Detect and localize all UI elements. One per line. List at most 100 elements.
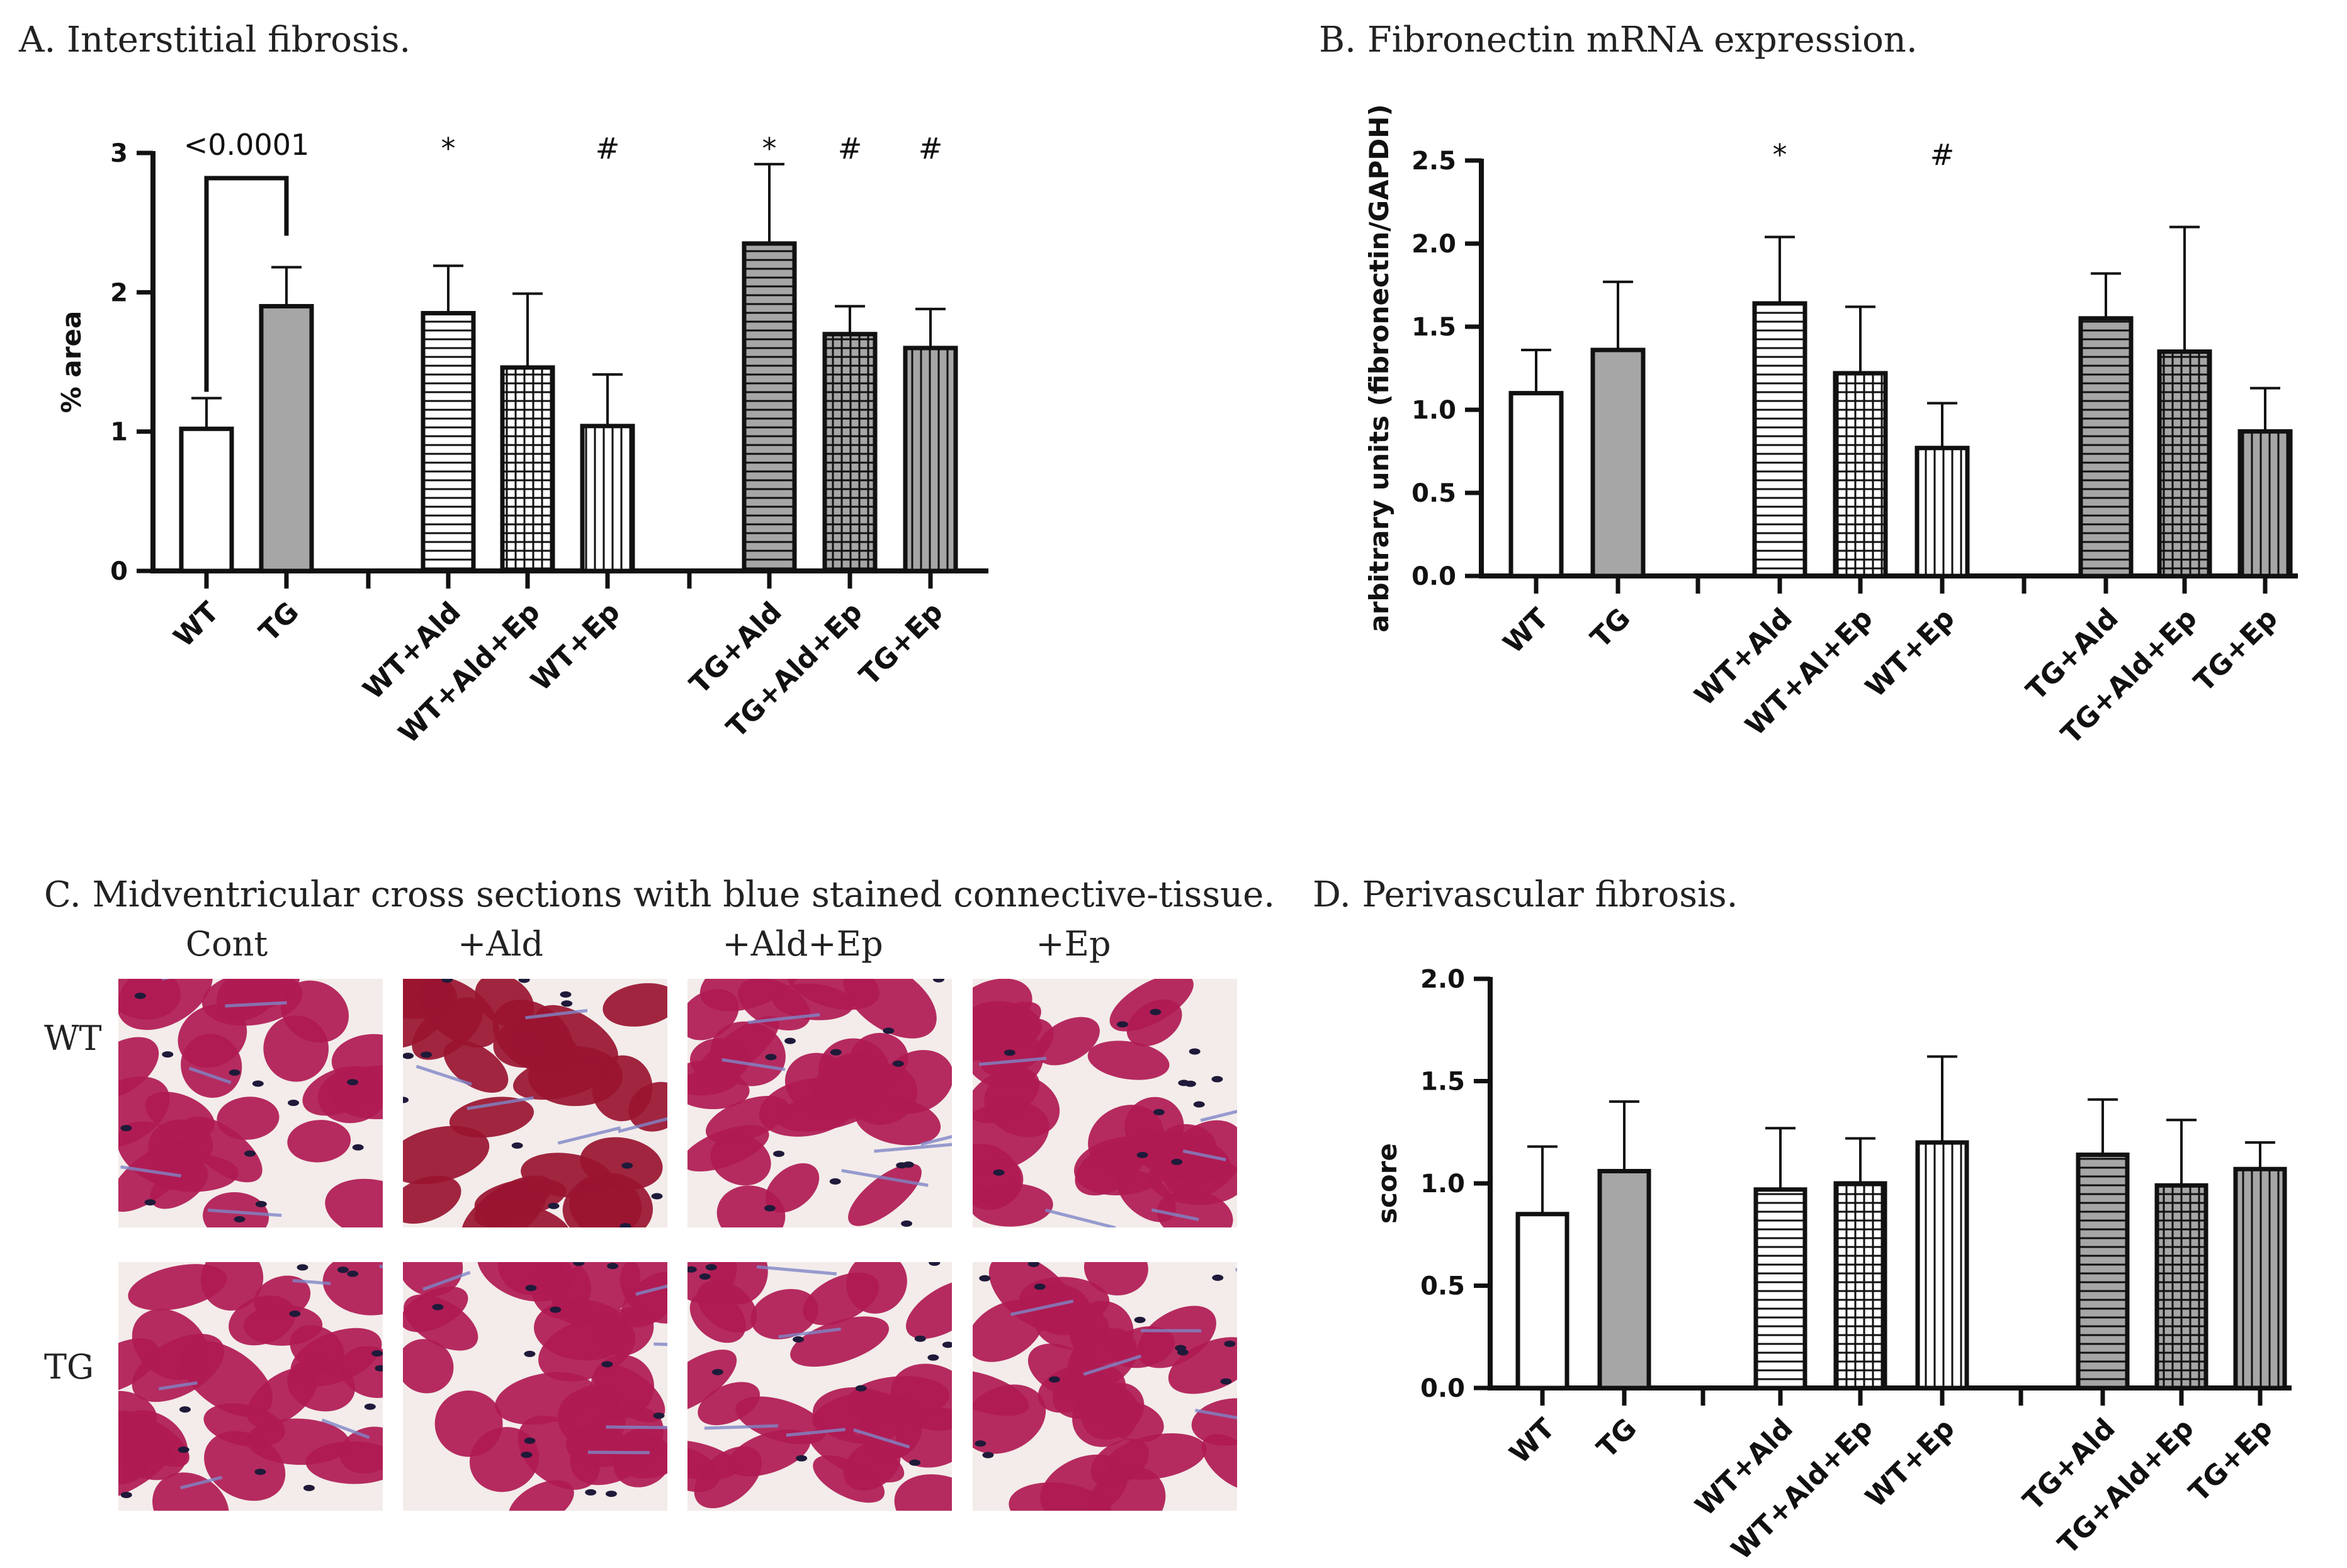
muscle-fiber	[611, 1425, 667, 1479]
y-tick-label: 0.0	[1411, 562, 1456, 591]
significance-marker: #	[919, 132, 943, 166]
category-label: TG	[1591, 1413, 1643, 1465]
muscle-fiber	[803, 1272, 879, 1326]
muscle-fiber	[580, 1137, 663, 1190]
nucleus	[932, 979, 944, 983]
muscle-fiber	[1087, 1041, 1170, 1080]
nucleus	[1193, 1101, 1205, 1108]
muscle-fiber	[325, 1178, 383, 1227]
chart-fibronectin-mrna: 0.0 0.5 1.0 1.5 2.0 2.5 arbitrary units (fibro…	[1364, 104, 2298, 750]
nucleus	[144, 1199, 156, 1206]
muscle-fiber	[443, 1040, 509, 1093]
panel-c-title: C. Midventricular cross sections with bl…	[44, 874, 1275, 915]
connective-tissue	[618, 1117, 667, 1134]
panel-b-title: B. Fibronectin mRNA expression.	[1319, 20, 1918, 60]
muscle-fiber	[973, 1011, 1026, 1060]
nucleus	[927, 1354, 939, 1361]
bar	[500, 365, 555, 573]
connective-tissue	[207, 1208, 282, 1217]
nucleus	[929, 1262, 941, 1266]
nucleus	[1136, 1151, 1148, 1158]
muscle-fiber	[403, 1175, 461, 1224]
y-tick-label: 1.5	[1411, 313, 1456, 342]
muscle-fiber	[182, 1116, 263, 1183]
nucleus	[796, 1455, 808, 1462]
muscle-fiber	[281, 980, 349, 1043]
micro-col-cont: Cont	[186, 924, 268, 964]
significance-bracket	[204, 176, 289, 392]
nucleus	[1150, 1008, 1162, 1015]
nucleus	[1116, 1021, 1128, 1028]
bar	[742, 241, 797, 573]
nucleus	[234, 1215, 246, 1222]
y-axis-label: arbitrary units (fibronectin/GAPDH)	[1364, 104, 1394, 632]
muscle-fiber	[517, 1415, 600, 1490]
muscle-fiber	[848, 1163, 922, 1226]
nucleus	[371, 1350, 383, 1357]
connective-tissue	[416, 1064, 472, 1086]
nucleus	[764, 1205, 776, 1212]
nucleus	[902, 1161, 914, 1168]
connective-tissue	[525, 1008, 588, 1020]
muscle-fiber	[203, 1192, 269, 1227]
connective-tissue	[704, 1424, 779, 1430]
nucleus	[289, 1311, 301, 1317]
nucleus	[793, 1336, 805, 1343]
nucleus	[518, 979, 530, 983]
nucleus	[403, 1097, 409, 1103]
bar	[179, 426, 234, 573]
connective-tissue	[292, 1278, 331, 1285]
nucleus	[621, 1162, 633, 1169]
nucleus	[120, 1125, 132, 1132]
nucleus	[347, 1270, 359, 1277]
muscle-fiber	[1109, 979, 1194, 1032]
y-axis-label: score	[1372, 1143, 1403, 1224]
significance-marker: *	[1773, 138, 1787, 172]
connective-tissue	[180, 1475, 223, 1490]
muscle-fiber	[906, 1279, 952, 1339]
y-tick-label: 1	[110, 418, 128, 447]
nucleus	[1189, 1048, 1201, 1055]
muscle-fiber	[1202, 1434, 1237, 1491]
bar	[2157, 349, 2212, 578]
muscle-fiber	[790, 1316, 890, 1367]
nucleus	[347, 1079, 359, 1086]
muscle-fiber	[508, 1480, 574, 1511]
muscle-fiber	[217, 1097, 280, 1140]
nucleus	[1171, 1158, 1183, 1165]
bar	[1833, 371, 1888, 578]
y-tick-label: 1.0	[1420, 1170, 1465, 1199]
muscle-fiber	[1083, 1262, 1148, 1295]
muscle-fiber	[1147, 1154, 1237, 1205]
nucleus	[244, 1150, 256, 1157]
connective-tissue	[1200, 1110, 1237, 1122]
nucleus	[651, 1193, 663, 1200]
y-tick-label: 1.5	[1420, 1068, 1465, 1097]
nucleus	[288, 1100, 300, 1107]
bar	[822, 332, 878, 573]
muscle-fiber	[894, 1474, 952, 1511]
nucleus	[252, 1080, 264, 1087]
micrograph-tg-1	[118, 1262, 383, 1511]
connective-tissue	[557, 1126, 621, 1145]
nucleus	[229, 1069, 240, 1076]
connective-tissue	[874, 1142, 952, 1153]
nucleus	[914, 1335, 926, 1342]
connective-tissue	[841, 1169, 929, 1187]
muscle-fiber	[1009, 1482, 1112, 1511]
nucleus	[830, 1049, 842, 1056]
nucleus	[605, 1491, 617, 1497]
muscle-fiber	[687, 1262, 737, 1303]
micro-row-wt: WT	[44, 1018, 102, 1058]
nucleus	[773, 1150, 785, 1157]
nucleus	[1134, 1316, 1146, 1323]
muscle-fiber	[254, 1275, 311, 1320]
y-tick-label: 2.5	[1411, 147, 1456, 176]
micrograph-tg-4	[973, 1262, 1237, 1511]
muscle-fiber	[813, 1455, 885, 1503]
panel-a-title: A. Interstitial fibrosis.	[18, 20, 410, 60]
nucleus	[337, 1266, 349, 1273]
muscle-fiber	[200, 1262, 264, 1311]
muscle-fiber	[784, 1052, 853, 1114]
